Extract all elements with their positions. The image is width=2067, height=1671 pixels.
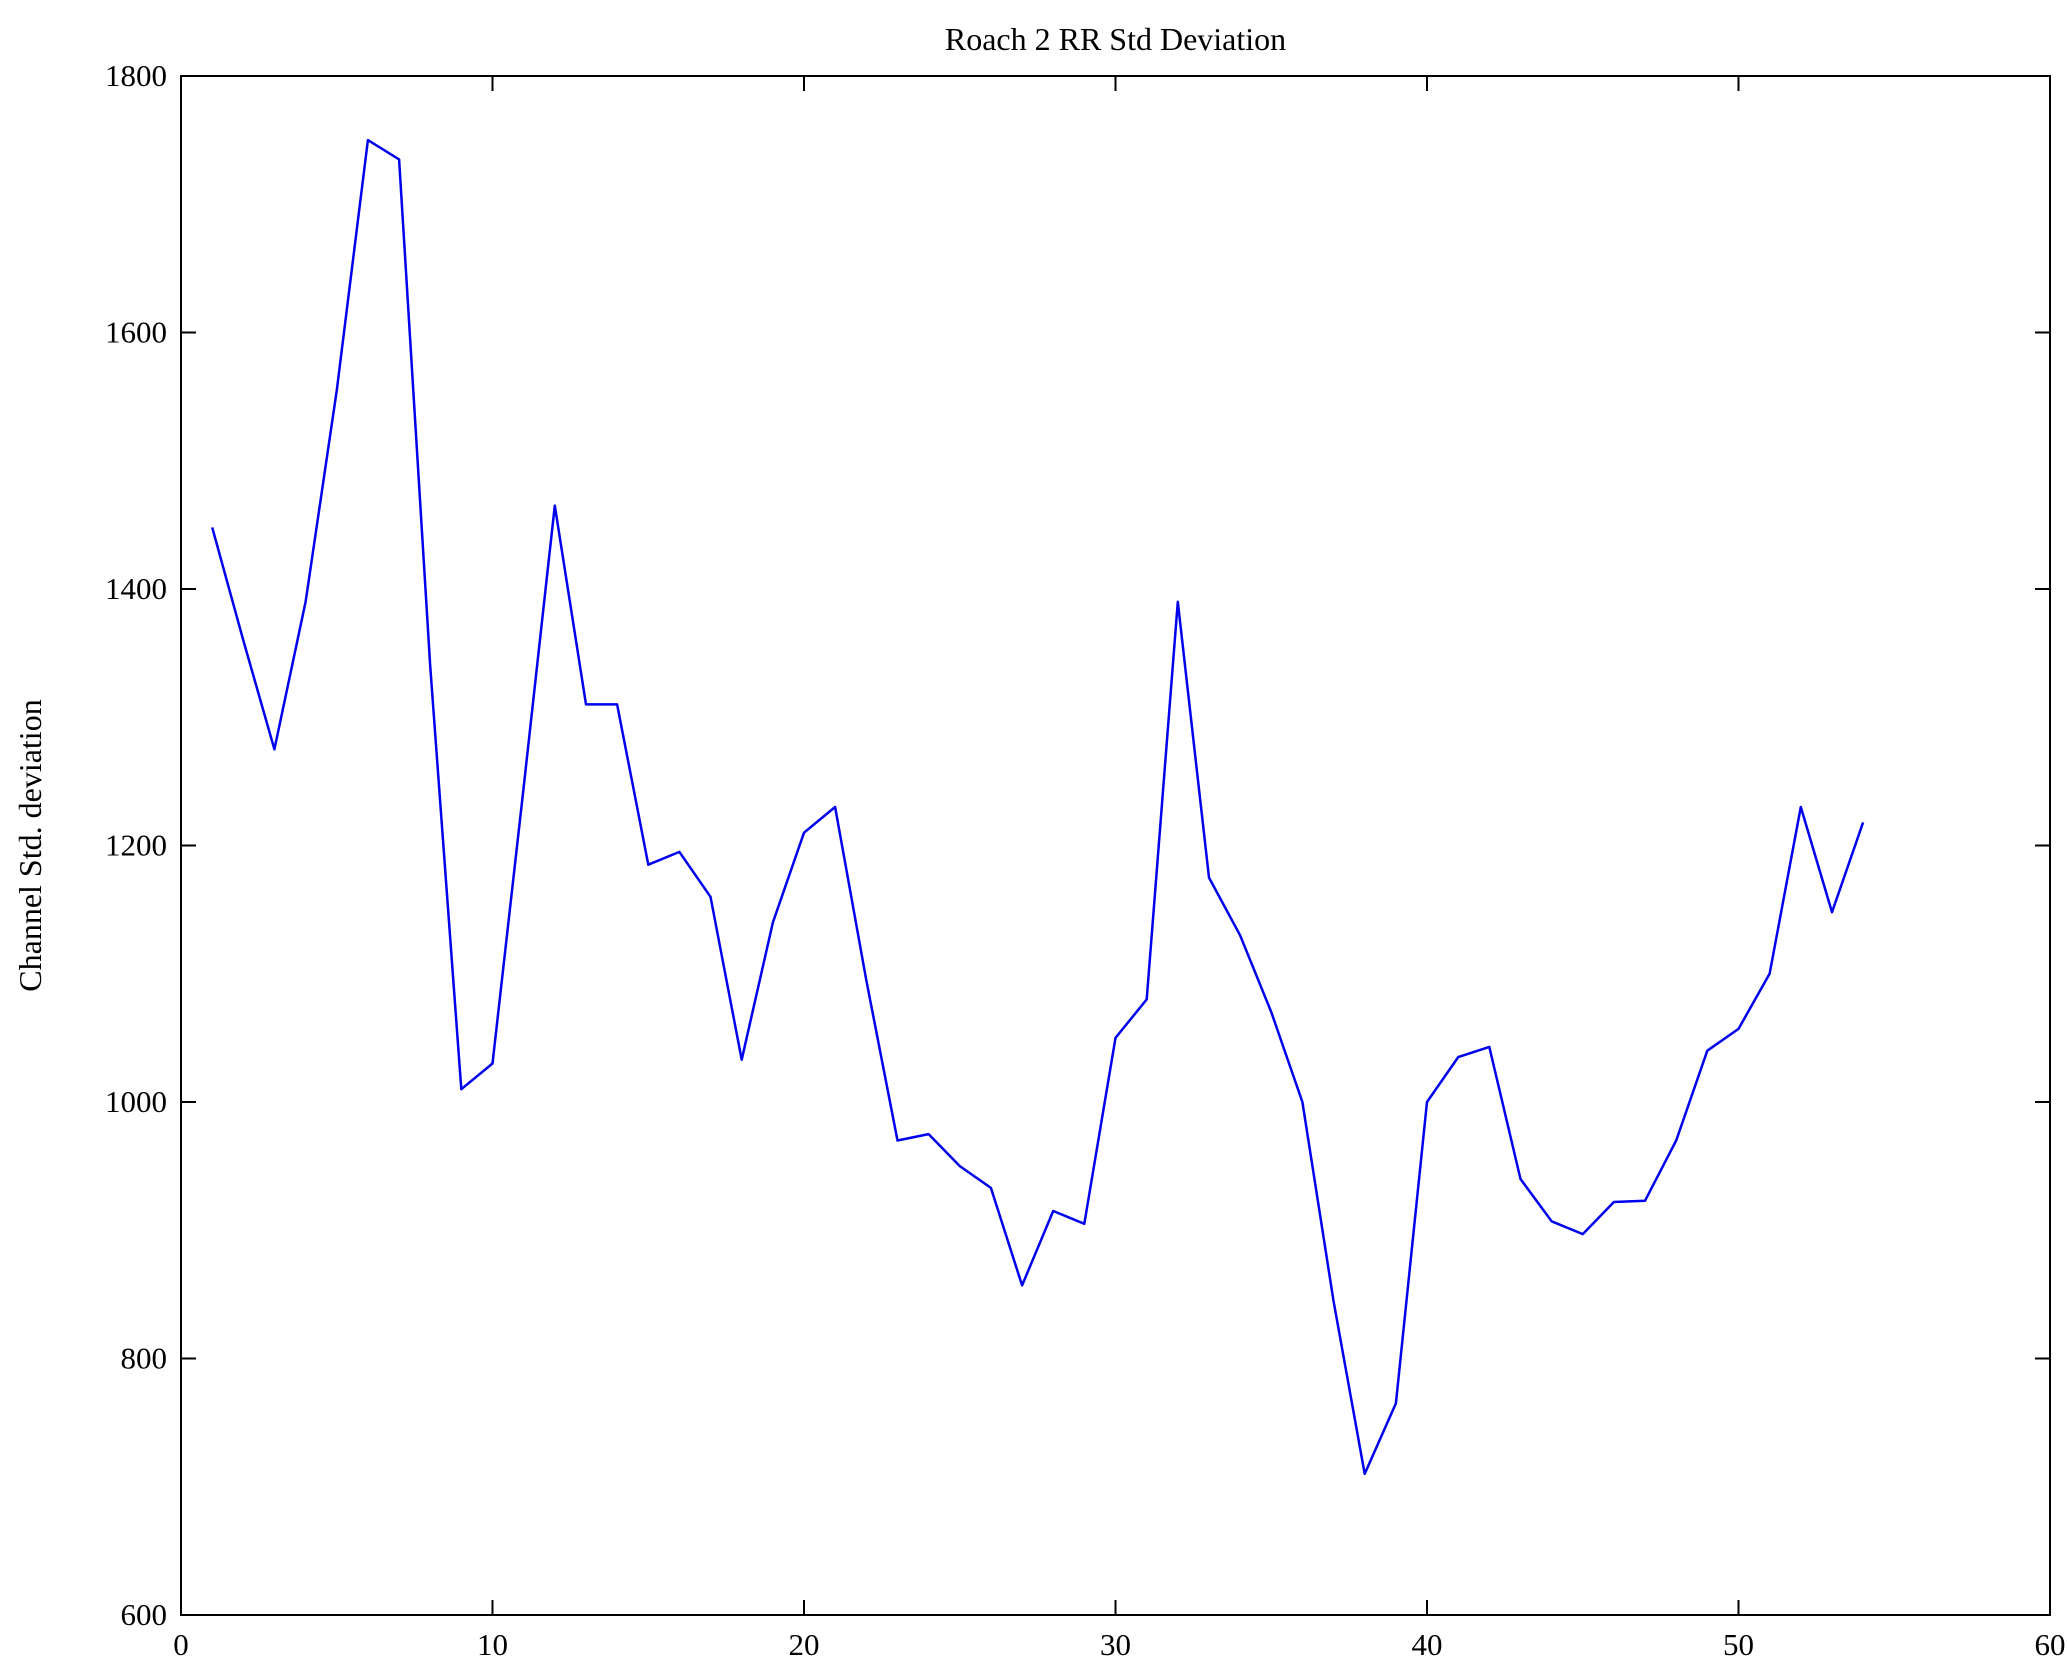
chart-title: Roach 2 RR Std Deviation [945, 21, 1286, 57]
data-line [210, 138, 1865, 1476]
ticks-layer: 0 10 20 30 40 50 60 600 800 1000 1200 1400 1600 1800 [105, 58, 2066, 1662]
y-tick-label: 1400 [105, 571, 167, 606]
y-tick-label: 1600 [105, 315, 167, 350]
x-tick-label: 60 [2035, 1627, 2066, 1662]
x-tick-label: 40 [1412, 1627, 1443, 1662]
x-tick-label: 20 [789, 1627, 820, 1662]
x-tick-label: 0 [173, 1627, 189, 1662]
x-tick-label: 30 [1100, 1627, 1131, 1662]
x-tick-label: 50 [1723, 1627, 1754, 1662]
y-tick-label: 800 [121, 1341, 168, 1376]
y-tick-label: 1800 [105, 58, 167, 93]
y-tick-label: 600 [121, 1597, 168, 1632]
plot-area [180, 75, 2051, 1616]
y-tick-label: 1000 [105, 1084, 167, 1119]
y-tick-label: 1200 [105, 828, 167, 863]
x-tick-label: 10 [477, 1627, 508, 1662]
y-axis-label: Channel Std. deviation [12, 699, 48, 991]
